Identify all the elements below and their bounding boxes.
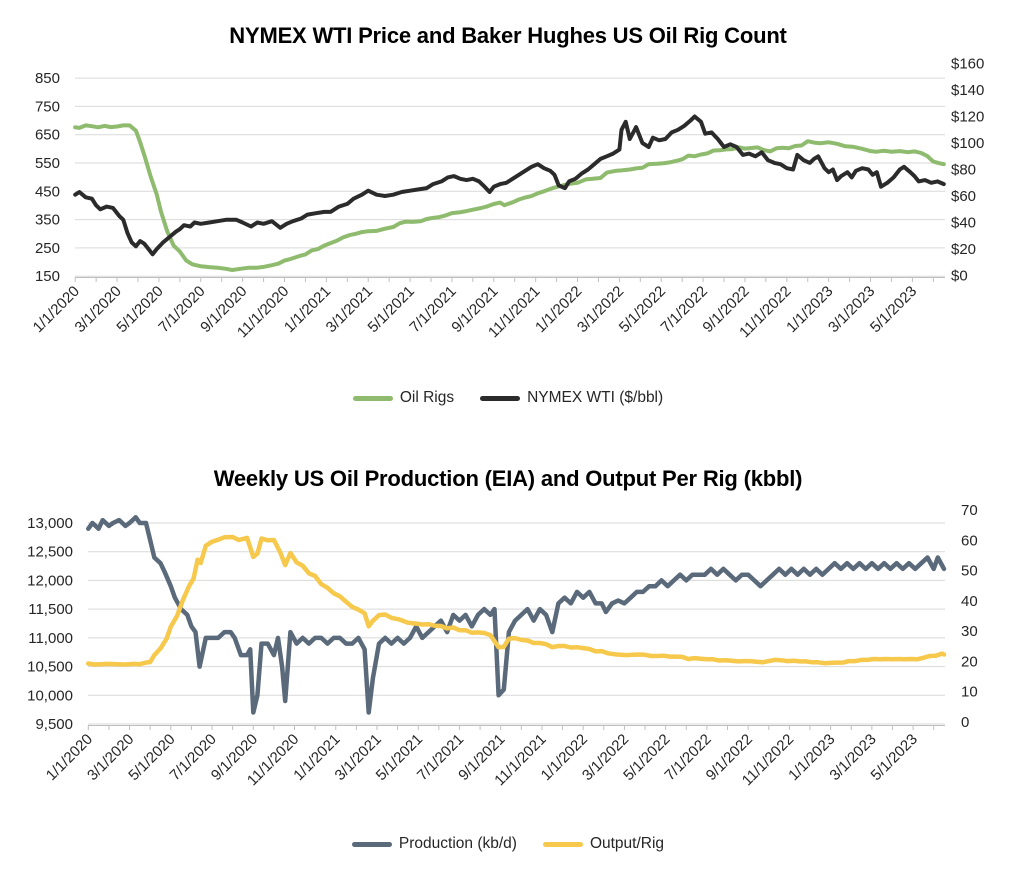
- nymex-wti-swatch: [480, 395, 521, 401]
- series-line: [73, 123, 946, 272]
- left-axis-label: 850: [35, 70, 60, 87]
- left-axis-label: 12,500: [27, 544, 73, 561]
- legend-item-oil-rigs: Oil Rigs: [352, 389, 455, 407]
- left-axis-label: 450: [35, 183, 60, 200]
- left-axis-label: 350: [35, 212, 60, 229]
- series-line: [86, 515, 947, 715]
- production-label: Production (kb/d): [398, 835, 517, 852]
- chart2-plot: 13,000 12,500 12,000 11,500 11,000 10,500 10,0…: [27, 502, 978, 789]
- chart2-legend: Production (kb/d) Output/Rig: [0, 835, 1016, 853]
- oil-rigs-swatch: [352, 395, 393, 401]
- legend-item-production: Production (kb/d): [351, 835, 517, 853]
- right-axis-label: 50: [961, 563, 978, 580]
- right-axis-label: $80: [951, 162, 976, 179]
- right-axis-label: 30: [961, 623, 978, 640]
- left-axis-label: 11,000: [28, 630, 73, 647]
- right-axis-label: 70: [961, 502, 978, 519]
- right-axis-label: 60: [961, 532, 978, 549]
- left-axis-label: 550: [35, 155, 60, 172]
- right-axis-label: $60: [951, 188, 976, 205]
- output-per-rig-swatch: [542, 841, 583, 847]
- left-axis-label: 150: [35, 268, 60, 285]
- series-line: [86, 534, 947, 667]
- right-axis-label: $120: [951, 109, 984, 126]
- right-axis-label: $0: [951, 268, 968, 285]
- chart1-title: NYMEX WTI Price and Baker Hughes US Oil …: [229, 23, 787, 48]
- left-axis-label: 10,000: [27, 687, 73, 704]
- left-axis-label: 9,500: [35, 716, 73, 733]
- right-axis-label: 0: [961, 714, 969, 731]
- nymex-wti-label: NYMEX WTI ($/bbl): [527, 389, 664, 406]
- series-line: [73, 114, 946, 257]
- output-per-rig-label: Output/Rig: [589, 835, 665, 852]
- right-axis-label: $20: [951, 241, 976, 258]
- chart1-plot: 850 750 650 550 450 350 250 150 $160 $140 $120 $100…: [30, 56, 985, 342]
- x-axis-label: 5/1/2023: [867, 283, 920, 336]
- left-axis-label: 12,000: [27, 572, 73, 589]
- right-axis-label: 20: [961, 653, 978, 670]
- production-swatch: [351, 841, 392, 847]
- right-axis-label: $40: [951, 215, 976, 232]
- left-axis-label: 750: [35, 98, 60, 115]
- left-axis-label: 10,500: [27, 659, 73, 676]
- left-axis-label: 650: [35, 127, 60, 144]
- right-axis-label: 40: [961, 593, 978, 610]
- oil-rigs-label: Oil Rigs: [399, 389, 455, 406]
- left-axis-label: 250: [35, 240, 60, 257]
- left-axis-label: 13,000: [27, 515, 73, 532]
- right-axis-label: $100: [951, 135, 984, 152]
- right-axis-label: 10: [961, 684, 978, 701]
- left-axis-label: 11,500: [28, 601, 73, 618]
- chart1-legend: Oil Rigs NYMEX WTI ($/bbl): [0, 389, 1016, 407]
- legend-item-nymex-wti: NYMEX WTI ($/bbl): [480, 389, 663, 407]
- legend-item-output-per-rig: Output/Rig: [542, 835, 665, 853]
- chart2-title: Weekly US Oil Production (EIA) and Outpu…: [213, 466, 803, 491]
- right-axis-label: $160: [951, 56, 984, 73]
- right-axis-label: $140: [951, 82, 984, 99]
